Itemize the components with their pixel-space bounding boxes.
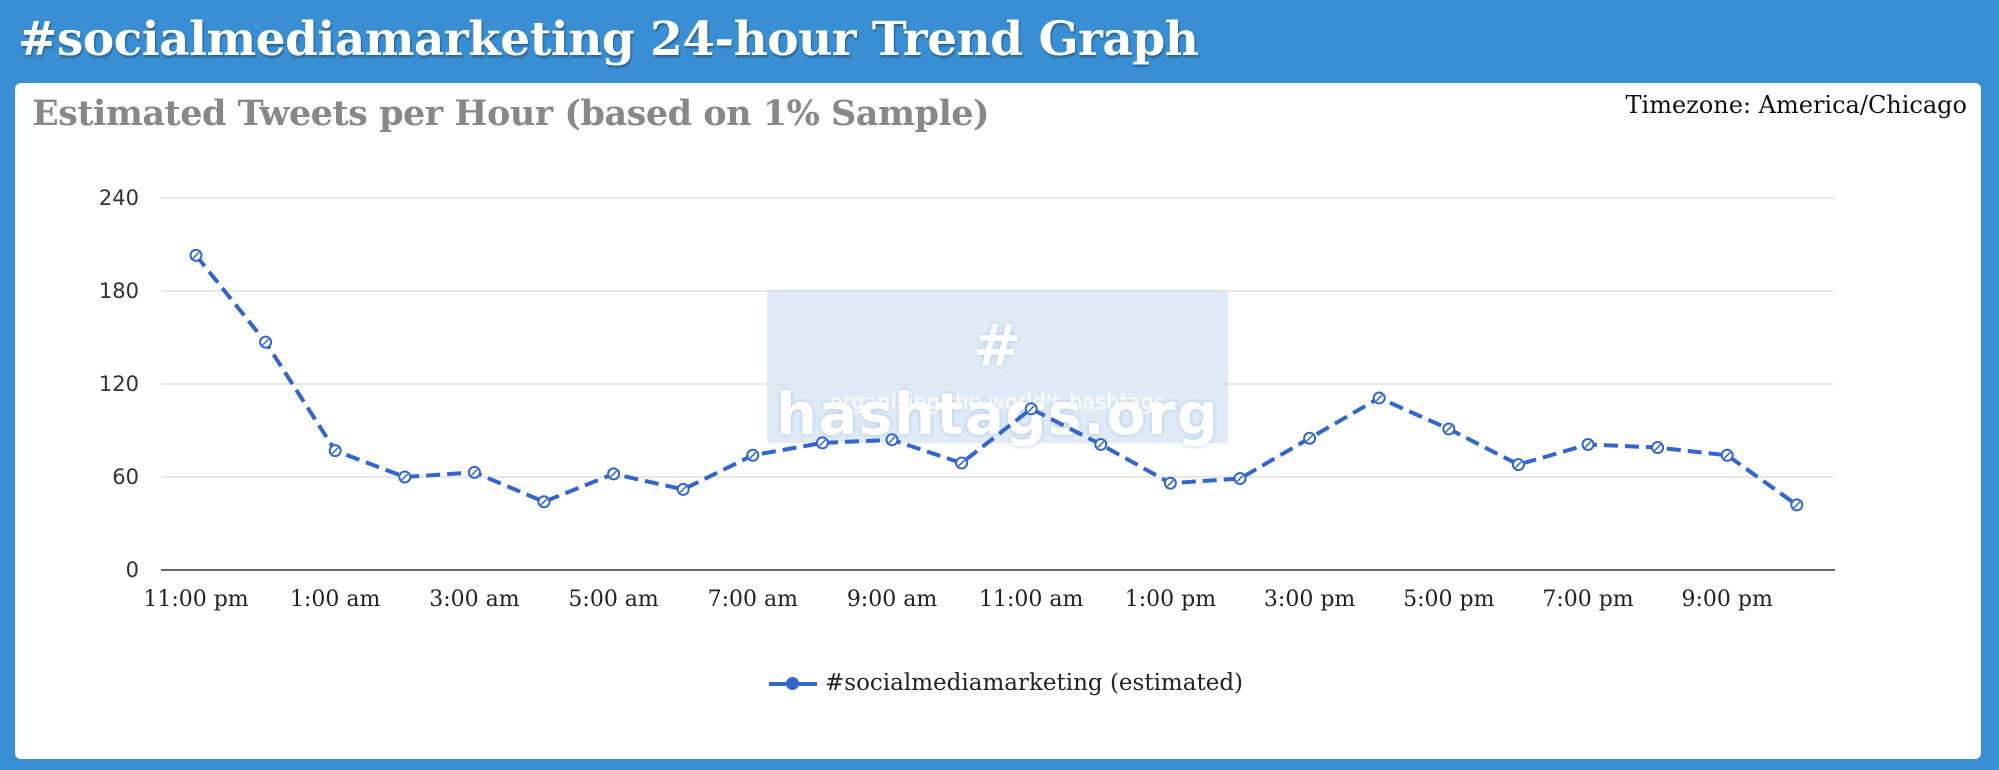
x-tick-label: 9:00 pm: [1682, 587, 1773, 612]
data-point-mark: [1723, 451, 1731, 459]
data-point-mark: [1306, 434, 1314, 442]
chart-title: Estimated Tweets per Hour (based on 1% S…: [32, 93, 990, 134]
x-tick-label: 7:00 pm: [1542, 587, 1633, 612]
timezone-label: Timezone: America/Chicago: [1625, 91, 1967, 119]
series-line: [194, 254, 1798, 507]
data-point-mark: [1166, 479, 1174, 487]
data-point-mark: [888, 436, 896, 444]
x-tick-label: 3:00 am: [429, 587, 520, 612]
data-point-mark: [540, 498, 548, 506]
data-point-mark: [1514, 461, 1522, 469]
x-tick-label: 9:00 am: [847, 587, 938, 612]
data-point-mark: [1584, 440, 1592, 448]
data-point-mark: [679, 485, 687, 493]
data-point-mark: [818, 439, 826, 447]
data-point-mark: [1236, 475, 1244, 483]
data-point-mark: [610, 470, 618, 478]
data-point-mark: [470, 468, 478, 476]
y-tick-label: 120: [99, 372, 139, 396]
header: #socialmediamarketing 24-hour Trend Grap…: [18, 2, 1199, 76]
data-point-mark: [958, 459, 966, 467]
chart-legend[interactable]: #socialmediamarketing (estimated): [769, 670, 1243, 696]
x-tick-label: 7:00 am: [708, 587, 799, 612]
y-tick-label: 0: [126, 558, 139, 582]
x-tick-label: 5:00 pm: [1403, 587, 1494, 612]
data-point-mark: [262, 338, 270, 346]
chart-card: Estimated Tweets per Hour (based on 1% S…: [15, 83, 1981, 759]
data-point-mark: [1445, 425, 1453, 433]
x-tick-label: 11:00 pm: [143, 587, 248, 612]
legend-label: #socialmediamarketing (estimated): [825, 670, 1244, 696]
data-point-mark: [331, 447, 339, 455]
data-point-mark: [1027, 405, 1035, 413]
watermark-main-text: # hashtags.org: [775, 312, 1220, 448]
x-tick-label: 5:00 am: [568, 587, 659, 612]
line-chart: 0 60 120 180 240 11:00 pm 1:00 am 3:00 am 5:00 a…: [99, 186, 1835, 612]
data-point-mark: [1097, 440, 1105, 448]
data-point-mark: [1654, 444, 1662, 452]
x-tick-label: 1:00 pm: [1125, 587, 1216, 612]
data-point-mark: [192, 251, 200, 259]
data-point-mark: [401, 473, 409, 481]
y-tick-label: 240: [99, 186, 139, 210]
watermark-sub-text: organizing the world's hashtags: [830, 390, 1165, 414]
x-tick-label: 3:00 pm: [1264, 587, 1355, 612]
watermark-logo: # hashtags.org organizing the world's ha…: [767, 290, 1228, 448]
x-tick-label: 1:00 am: [290, 587, 381, 612]
page-title: #socialmediamarketing 24-hour Trend Grap…: [18, 11, 1199, 67]
y-tick-label: 180: [99, 279, 139, 303]
x-tick-label: 11:00 am: [979, 587, 1084, 612]
data-point-mark: [1375, 394, 1383, 402]
data-point-mark: [749, 451, 757, 459]
data-point-mark: [1793, 501, 1801, 509]
y-tick-label: 60: [112, 465, 139, 489]
legend-marker-icon: [769, 671, 817, 695]
